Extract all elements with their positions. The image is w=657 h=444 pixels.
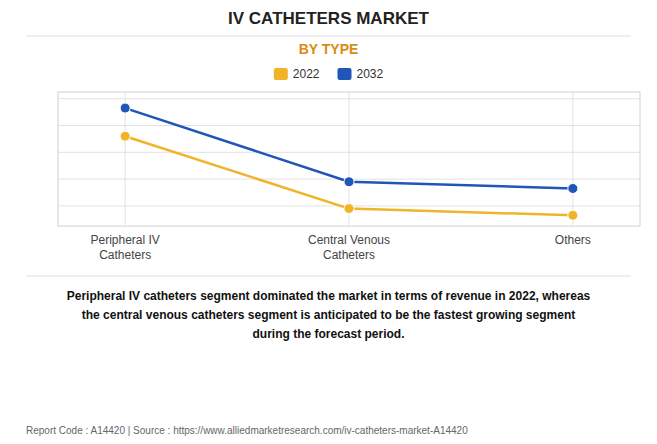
legend-label: 2032 [357,67,384,81]
grid [58,92,640,226]
series-marker [568,210,578,220]
title-separator [26,36,631,37]
legend-item: 2022 [274,67,320,81]
legend: 2022 2032 [274,67,384,81]
x-grid-line [572,92,573,226]
series-line [125,136,573,215]
marks [120,103,578,220]
series-marker [120,131,130,141]
legend-swatch [274,68,288,80]
annotation: during the forecast period. [252,327,404,341]
x-tick-label-line: Catheters [99,248,151,262]
legend-label: 2022 [293,67,320,81]
series [120,103,578,193]
annotation-separator [26,276,631,277]
x-tick-label-line: Central Venous [308,233,390,247]
legend-item: 2032 [338,67,384,81]
x-tick-label: Others [555,233,591,247]
x-tick-label-line: Peripheral IV [90,233,159,247]
footer: Report Code : A14420 | Source : https://… [26,425,468,436]
series-marker [568,183,578,193]
annotation: Peripheral IV catheters segment dominate… [67,289,591,303]
x-tick-label: Central VenousCatheters [308,233,390,262]
series [120,131,578,220]
series-marker [344,204,354,214]
series-line [125,108,573,188]
x-tick-label-line: Others [555,233,591,247]
series-marker [120,103,130,113]
legend-swatch [338,68,352,80]
x-tick-label-line: Catheters [323,248,375,262]
series-marker [344,177,354,187]
title: IV CATHETERS MARKET [228,9,429,28]
background [0,0,657,444]
annotation: the central venous catheters segment is … [82,308,575,322]
plot-frame [58,92,640,226]
subtitle: BY TYPE [299,41,359,57]
chart: IV CATHETERS MARKET BY TYPE 2022 2032 Periph… [0,0,657,444]
x-tick-label: Peripheral IVCatheters [90,233,159,262]
